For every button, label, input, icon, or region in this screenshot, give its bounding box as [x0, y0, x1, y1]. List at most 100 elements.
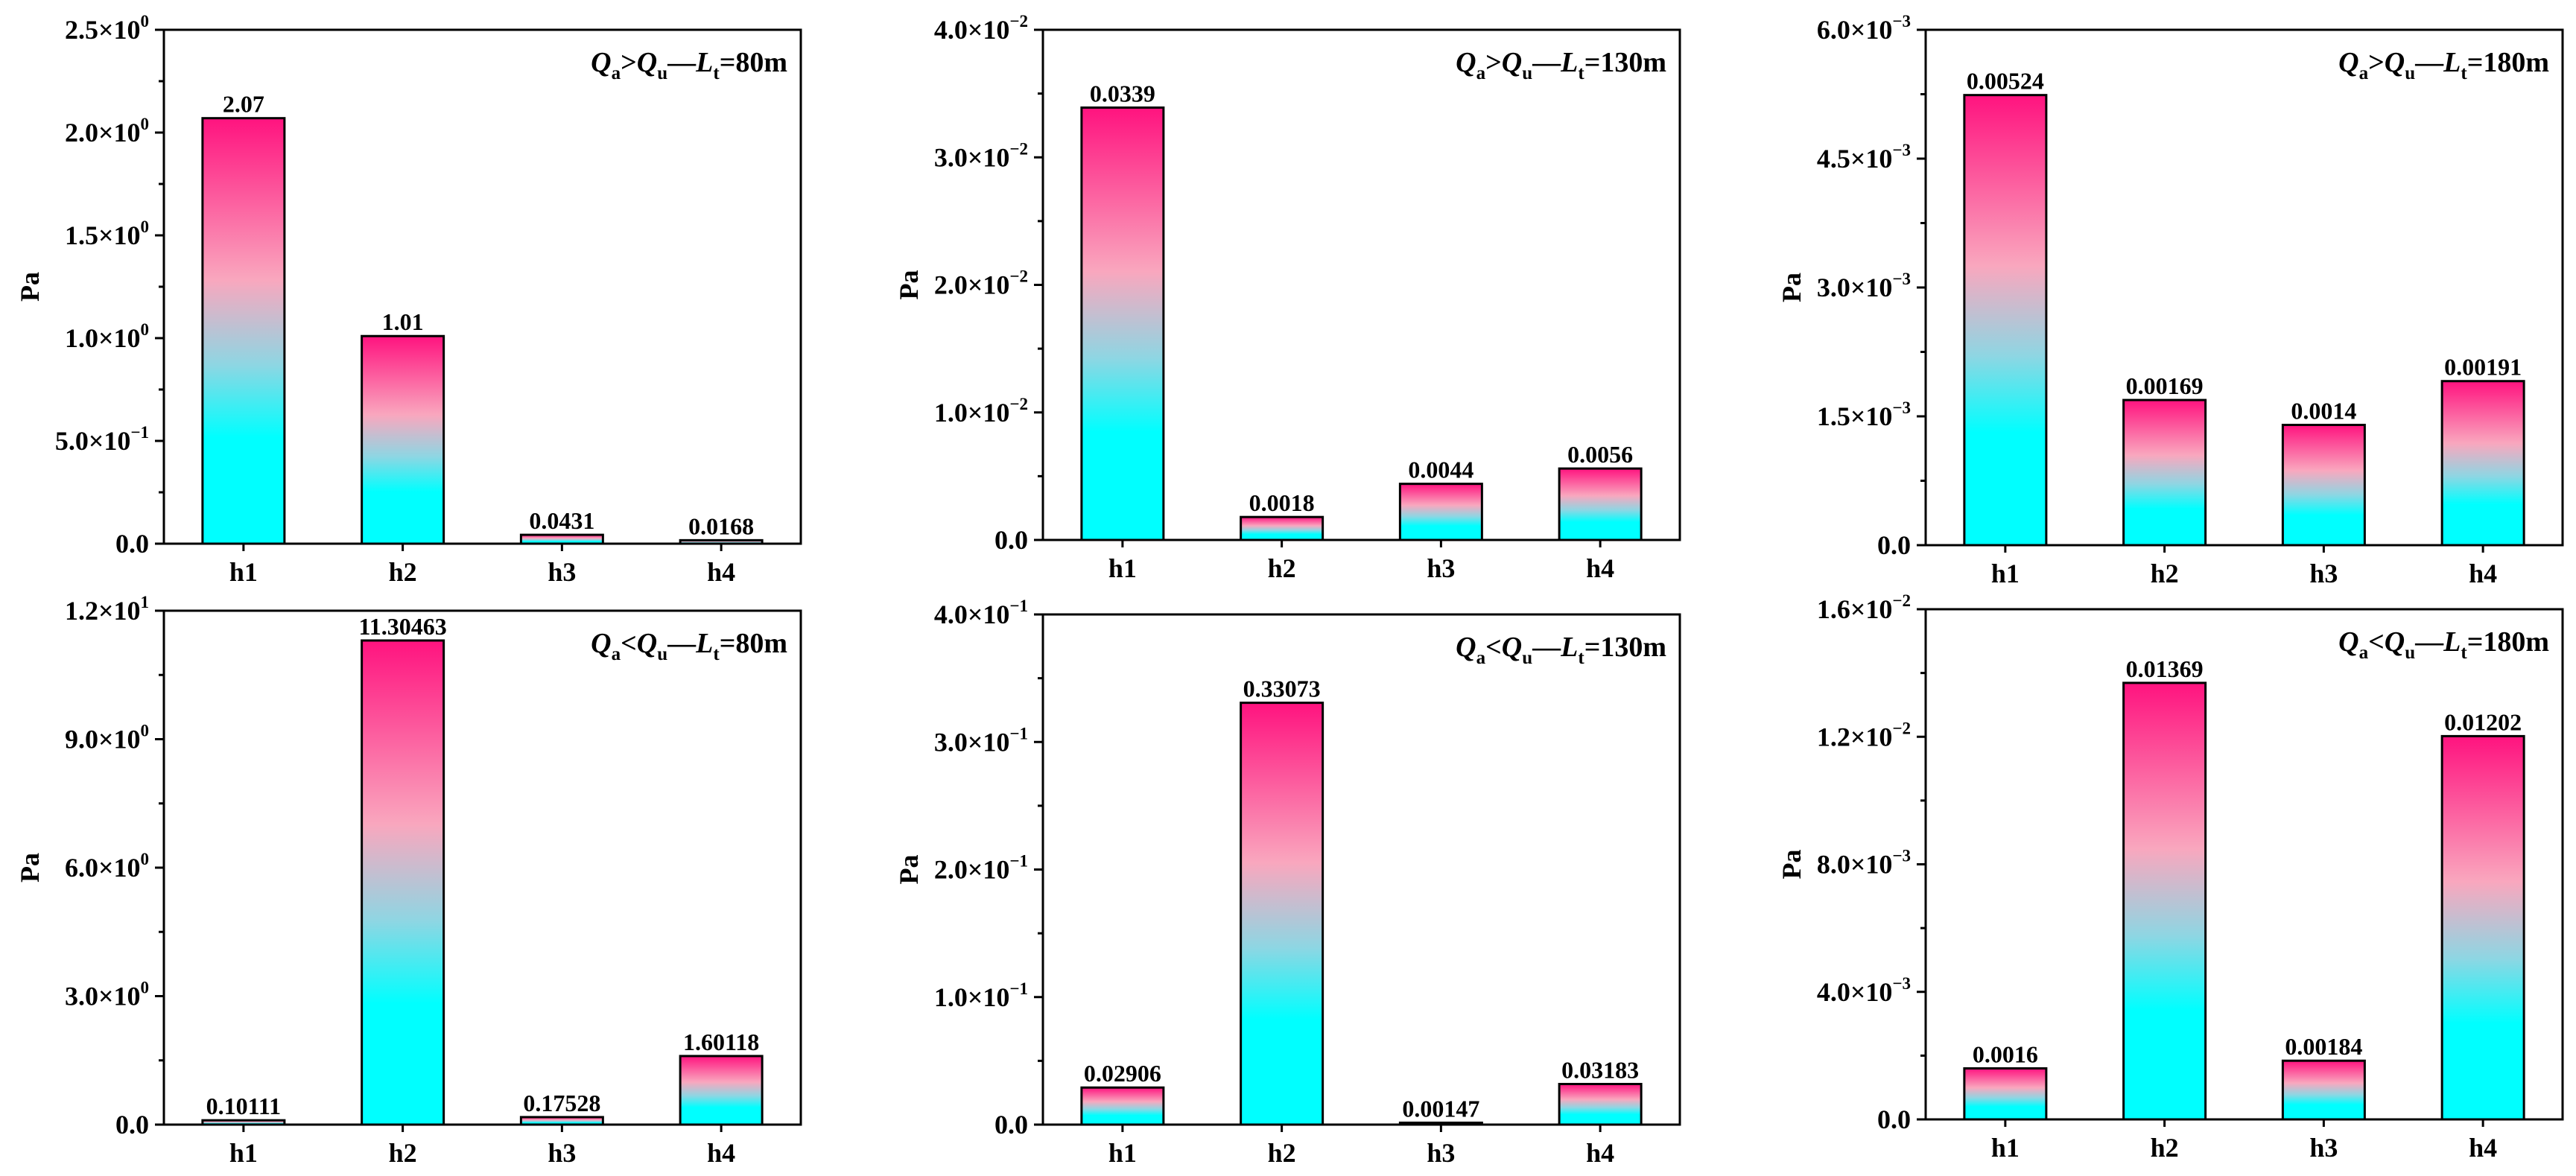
data-label: 0.10111	[206, 1093, 281, 1119]
y-tick-label: 6.0×100	[65, 850, 149, 883]
y-tick-label: 1.2×10−2	[1817, 719, 1911, 751]
data-label: 0.17528	[523, 1090, 600, 1116]
bar-h1	[1963, 1067, 2048, 1121]
bar-h1	[1080, 106, 1165, 541]
x-tick-label: h2	[2151, 1133, 2179, 1163]
y-tick-label: 1.2×101	[65, 593, 149, 626]
y-tick-label: 4.0×10−2	[934, 12, 1028, 45]
bar-h1	[1963, 94, 2048, 547]
x-tick-label: h2	[389, 1138, 417, 1168]
chart-panel-1: 2.07 h1 1.01 h2 0.0431 h3 0.0168 h4 0.0 5.0×10−1 1…	[15, 12, 802, 587]
y-tick-label: 0.0	[1877, 1105, 1911, 1134]
bar-h3	[2281, 1059, 2366, 1121]
data-label: 0.0016	[1973, 1041, 2038, 1068]
x-tick-label: h3	[1427, 1138, 1455, 1168]
chart-title: Qa>Qu—Lt=80m	[591, 47, 787, 83]
chart-panel-5: 0.02906 h1 0.33073 h2 0.00147 h3 0.03183 h4 0.0 1…	[894, 597, 1681, 1168]
y-tick-label: 2.5×100	[65, 12, 149, 45]
data-label: 0.02906	[1084, 1060, 1161, 1087]
bar-h2	[1240, 515, 1325, 541]
x-tick-label: h1	[1991, 1133, 2020, 1163]
chart-panel-2: 0.0339 h1 0.0018 h2 0.0044 h3 0.0056 h4 0.0 1.0×1…	[894, 12, 1681, 583]
x-tick-label: h4	[707, 557, 735, 587]
chart-title: Qa<Qu—Lt=130m	[1456, 632, 1666, 668]
bar-h3	[519, 533, 604, 545]
x-tick-label: h3	[1427, 553, 1455, 583]
y-tick-label: 0.0	[1877, 530, 1911, 560]
x-tick-label: h2	[1268, 1138, 1296, 1168]
x-tick-label: h1	[1108, 1138, 1137, 1168]
y-tick-label: 5.0×10−1	[55, 423, 149, 456]
y-tick-label: 6.0×10−3	[1817, 12, 1911, 45]
y-tick-label: 4.5×10−3	[1817, 141, 1911, 174]
y-tick-label: 0.0	[994, 1110, 1028, 1140]
y-tick-label: 1.0×10−2	[934, 395, 1028, 428]
data-label: 0.01369	[2126, 655, 2204, 682]
data-label: 1.60118	[683, 1029, 759, 1055]
y-tick-label: 2.0×10−2	[934, 267, 1028, 300]
bar-h2	[361, 334, 445, 545]
bar-h4	[1558, 1082, 1643, 1126]
chart-title: Qa<Qu—Lt=180m	[2338, 626, 2549, 663]
x-tick-label: h2	[2151, 559, 2179, 588]
bar-h3	[519, 1116, 604, 1126]
data-label: 2.07	[223, 91, 264, 118]
y-axis-label: Pa	[1777, 273, 1806, 302]
bar-h1	[201, 117, 286, 545]
y-axis-label: Pa	[15, 272, 45, 302]
y-axis-label: Pa	[894, 855, 924, 885]
x-tick-label: h3	[2309, 1133, 2338, 1163]
y-tick-label: 0.0	[115, 1110, 149, 1140]
y-tick-label: 1.0×100	[65, 320, 149, 353]
y-tick-label: 3.0×10−1	[934, 724, 1028, 757]
data-label: 0.0056	[1567, 441, 1633, 468]
x-tick-label: h3	[548, 1138, 576, 1168]
data-label: 0.0339	[1090, 80, 1155, 107]
x-tick-label: h3	[2309, 559, 2338, 588]
y-tick-label: 8.0×10−3	[1817, 847, 1911, 880]
y-tick-label: 4.0×10−1	[934, 597, 1028, 629]
x-tick-label: h4	[707, 1138, 735, 1168]
data-label: 0.33073	[1243, 676, 1321, 702]
bar-h2	[2122, 681, 2207, 1121]
y-tick-label: 1.0×10−1	[934, 979, 1028, 1012]
data-label: 0.0014	[2291, 398, 2356, 425]
data-label: 0.00184	[2285, 1033, 2362, 1060]
y-tick-label: 3.0×100	[65, 979, 149, 1011]
chart-title: Qa>Qu—Lt=130m	[1456, 47, 1666, 83]
y-tick-label: 4.0×10−3	[1817, 974, 1911, 1007]
x-tick-label: h4	[1586, 553, 1614, 583]
bar-h2	[361, 639, 445, 1126]
bar-h4	[2440, 734, 2525, 1121]
data-label: 0.00169	[2126, 372, 2204, 399]
x-tick-label: h4	[1586, 1138, 1614, 1168]
x-tick-label: h3	[548, 557, 576, 587]
bar-h3	[2281, 424, 2366, 547]
data-label: 0.0018	[1249, 489, 1315, 516]
bar-h4	[1558, 467, 1643, 541]
bar-h3	[1398, 483, 1483, 541]
y-tick-label: 9.0×100	[65, 722, 149, 754]
y-tick-label: 3.0×10−3	[1817, 270, 1911, 302]
y-axis-label: Pa	[15, 853, 45, 883]
y-tick-label: 2.0×100	[65, 115, 149, 147]
y-tick-label: 3.0×10−2	[934, 139, 1028, 172]
x-tick-label: h4	[2469, 1133, 2497, 1163]
bar-h2	[2122, 398, 2207, 547]
data-label: 0.00191	[2444, 354, 2522, 381]
data-label: 0.0168	[688, 512, 754, 539]
data-label: 0.0431	[529, 507, 594, 534]
y-axis-label: Pa	[1777, 850, 1806, 880]
chart-panel-6: 0.0016 h1 0.01369 h2 0.00184 h3 0.01202 h4 0.0 4.…	[1777, 591, 2564, 1163]
data-label: 0.00524	[1967, 68, 2044, 95]
y-tick-label: 1.5×10−3	[1817, 398, 1911, 431]
data-label: 0.01202	[2444, 708, 2522, 735]
bar-h4	[679, 1055, 764, 1126]
x-tick-label: h2	[1268, 553, 1296, 583]
x-tick-label: h2	[389, 557, 417, 587]
chart-title: Qa>Qu—Lt=180m	[2338, 47, 2549, 83]
x-tick-label: h1	[1991, 559, 2020, 588]
data-label: 11.30463	[359, 613, 447, 640]
x-tick-label: h4	[2469, 559, 2497, 588]
